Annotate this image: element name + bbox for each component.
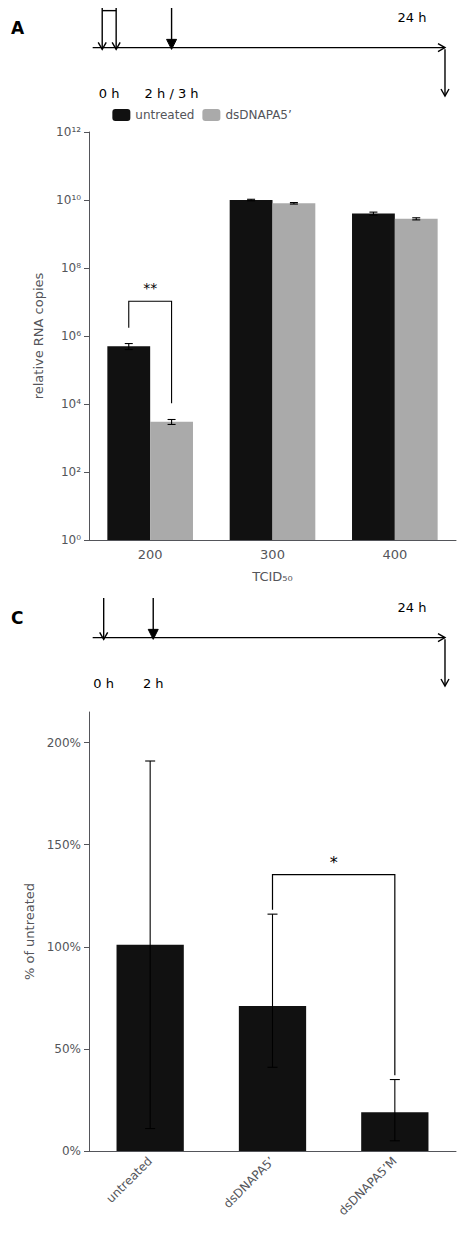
svg-text:50%: 50%: [54, 1042, 81, 1056]
svg-text:0%: 0%: [62, 1144, 81, 1158]
svg-text:10²: 10²: [61, 465, 81, 479]
svg-text:**: **: [143, 280, 157, 296]
svg-text:24 h: 24 h: [397, 10, 426, 25]
svg-text:200: 200: [138, 547, 163, 562]
svg-text:dsDNAPA5’: dsDNAPA5’: [225, 108, 291, 122]
svg-text:400: 400: [382, 547, 407, 562]
svg-text:24 h: 24 h: [397, 600, 426, 615]
svg-text:% of untreated: % of untreated: [22, 883, 37, 980]
svg-text:10¹⁰: 10¹⁰: [56, 193, 81, 207]
svg-text:C: C: [11, 608, 23, 628]
svg-text:100%: 100%: [47, 940, 81, 954]
svg-text:0 h: 0 h: [99, 86, 120, 101]
svg-text:untreated: untreated: [104, 1154, 156, 1206]
svg-text:2 h: 2 h: [143, 676, 164, 691]
svg-text:A: A: [11, 18, 25, 38]
svg-text:10⁸: 10⁸: [61, 261, 81, 275]
svg-text:TCID₅₀: TCID₅₀: [251, 569, 293, 584]
svg-text:10⁰: 10⁰: [61, 533, 81, 547]
svg-text:0 h: 0 h: [93, 676, 114, 691]
svg-text:2 h / 3 h: 2 h / 3 h: [145, 86, 199, 101]
svg-text:untreated: untreated: [135, 108, 194, 122]
svg-text:dsDNAPA5’: dsDNAPA5’: [221, 1154, 278, 1211]
svg-text:*: *: [330, 853, 338, 872]
svg-text:dsDNAPA5’M: dsDNAPA5’M: [336, 1154, 400, 1218]
svg-text:300: 300: [260, 547, 285, 562]
svg-text:10⁶: 10⁶: [61, 329, 81, 343]
svg-text:relative RNA copies: relative RNA copies: [31, 272, 46, 399]
svg-text:150%: 150%: [47, 838, 81, 852]
svg-text:10⁴: 10⁴: [61, 397, 81, 411]
svg-text:200%: 200%: [47, 736, 81, 750]
svg-text:10¹²: 10¹²: [56, 125, 81, 139]
